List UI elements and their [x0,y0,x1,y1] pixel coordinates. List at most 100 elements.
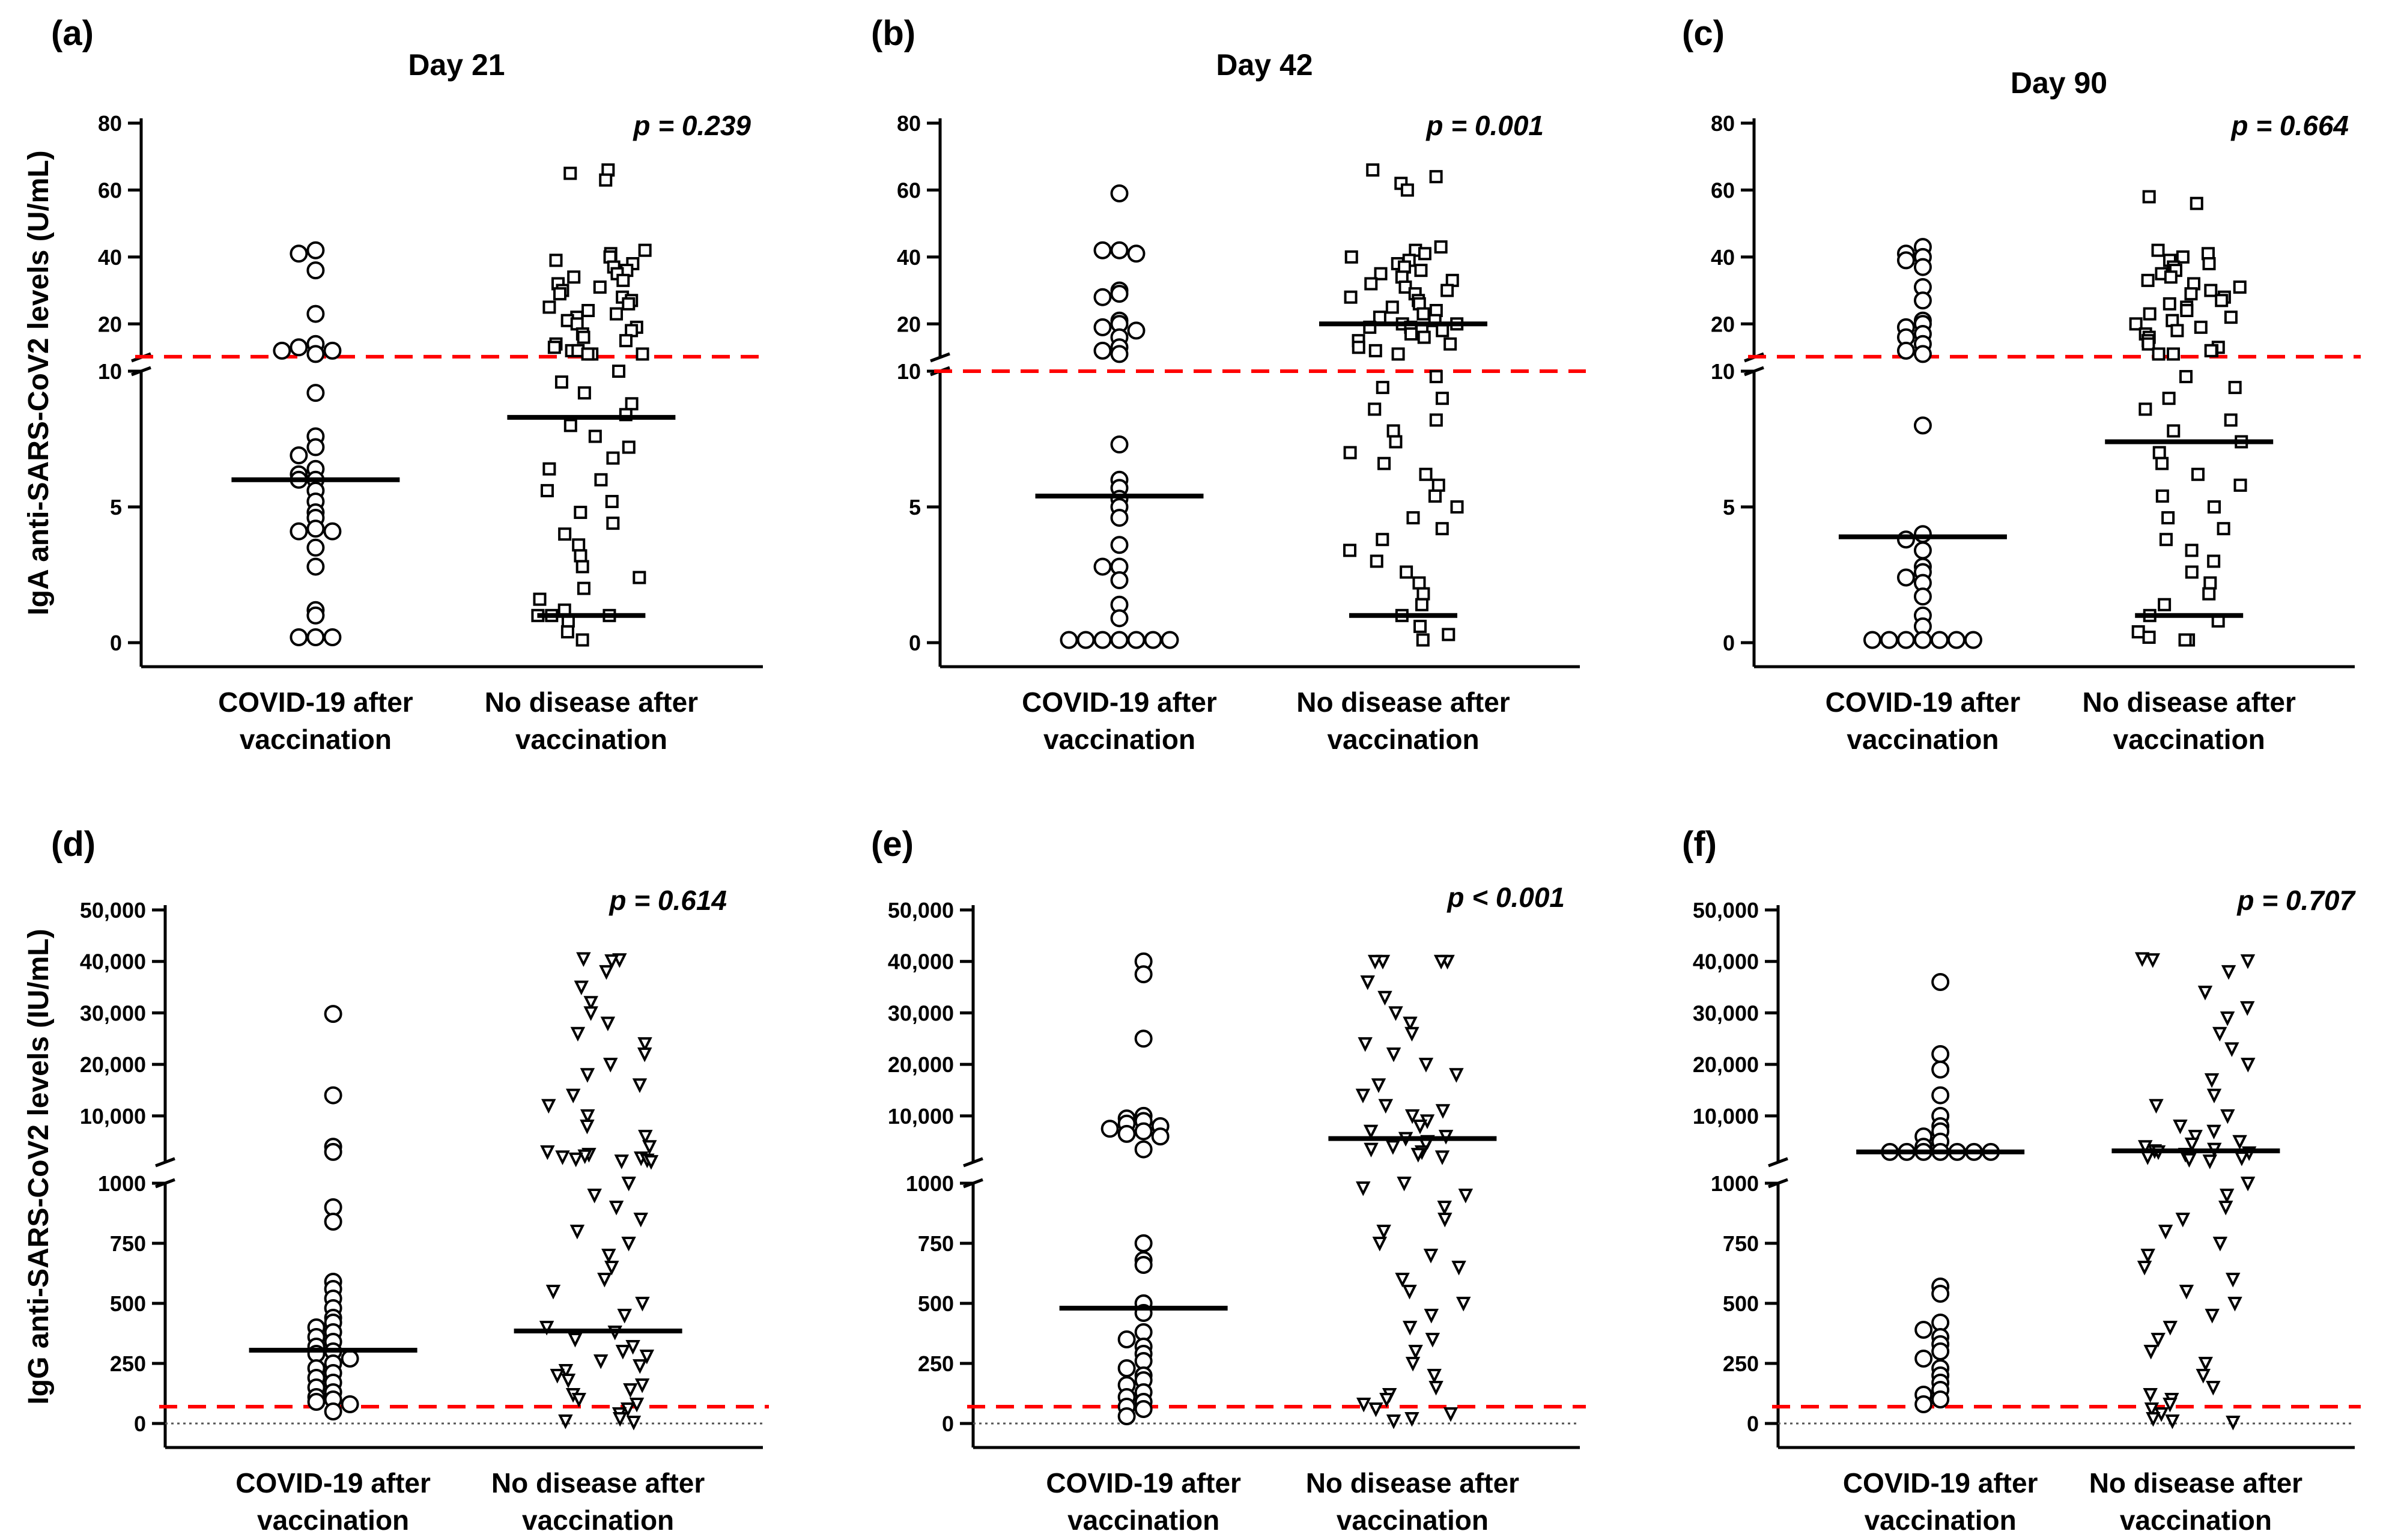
x-category-label: No disease after [491,1467,705,1499]
data-point [1424,1309,1439,1324]
data-point [2221,965,2236,980]
y-tick-label: 50,000 [1693,898,1759,923]
data-point [1443,337,1457,351]
data-point [290,628,308,646]
data-point [2142,630,2156,644]
data-point [2207,500,2221,514]
x-category-label: vaccination [240,724,392,755]
data-point [1093,318,1112,336]
data-point [599,173,613,187]
data-point [306,345,325,363]
data-point [1385,300,1399,314]
data-point [1344,290,1358,304]
data-point [2198,1357,2213,1372]
data-point [2161,511,2175,525]
data-point [1896,631,1915,649]
data-point [633,571,646,584]
data-point [1127,244,1146,263]
data-point [1151,1127,1170,1146]
data-point [639,1350,655,1365]
data-point [603,1058,618,1073]
data-point [612,365,626,378]
data-point [1896,251,1915,270]
y-tick-label: 20 [1711,312,1735,336]
data-point [1144,631,1162,649]
data-point [2234,1151,2250,1166]
data-point [1440,283,1454,297]
y-tick-label: 50,000 [888,898,954,923]
data-point [2240,1177,2256,1192]
data-point [1450,500,1464,514]
data-point [1110,536,1129,554]
data-point [2232,1135,2247,1150]
data-point [1110,509,1129,527]
data-point [1417,330,1431,344]
data-point [621,1237,636,1252]
data-point [2196,1369,2211,1384]
data-point [2144,1402,2160,1417]
data-point [637,1037,652,1052]
data-point [290,522,308,541]
y-tick-label: 20,000 [80,1052,146,1077]
data-point [2217,522,2230,536]
data-point [1134,965,1153,984]
y-tick-label: 80 [1711,111,1735,136]
data-point [2185,565,2199,579]
data-point [2170,324,2184,338]
data-point [1416,587,1430,601]
y-tick-label: 40,000 [80,950,146,974]
data-point [560,1374,576,1389]
data-point [609,1201,624,1216]
x-category-label: COVID-19 after [1843,1467,2038,1499]
data-point [542,300,556,314]
data-point [1376,533,1389,547]
data-point [2228,381,2242,395]
data-point [273,341,291,360]
data-point [1386,424,1400,438]
y-tick-label: 10,000 [888,1104,954,1129]
data-point [2162,392,2176,405]
data-point [1443,1407,1459,1422]
data-point [2184,1138,2200,1153]
data-point [1429,370,1443,384]
data-point [2155,456,2169,470]
data-point [622,440,636,454]
data-point [637,1047,652,1063]
data-point [560,625,574,638]
x-category-label: vaccination [1327,724,1479,755]
data-point [572,538,586,552]
data-point [1408,1345,1423,1360]
data-point [1117,1124,1136,1143]
data-point [581,304,595,317]
data-point [1449,1068,1464,1083]
data-point [1913,345,1932,363]
data-point [2218,1201,2233,1216]
x-category-label: vaccination [515,724,667,755]
y-tick-label: 0 [942,1411,954,1436]
data-point [1413,619,1427,633]
y-axis-title: IgA anti-SARS-CoV2 levels (U/mL) [23,150,55,615]
data-point [554,375,568,389]
data-point [324,1402,342,1420]
data-point [2182,1153,2197,1168]
y-tick-label: 750 [110,1231,146,1256]
data-point [1406,511,1420,525]
data-point [619,334,633,348]
data-point [2138,1140,2153,1155]
data-point [2165,1414,2180,1429]
data-point [306,261,325,280]
y-tick-label: 10 [1711,359,1735,384]
data-point [1880,631,1898,649]
data-point [541,1099,556,1114]
data-point [577,330,590,344]
data-point [574,980,589,996]
data-point [2159,533,2173,547]
data-point [2163,1398,2178,1413]
panel-d: (d) p = 0.614 IgG anti-SARS-CoV2 levels (I… [23,825,769,1536]
data-point [1371,1078,1386,1093]
data-point [2206,1088,2222,1104]
data-point [2194,320,2208,334]
data-point [1913,416,1932,435]
data-point [1376,381,1389,395]
